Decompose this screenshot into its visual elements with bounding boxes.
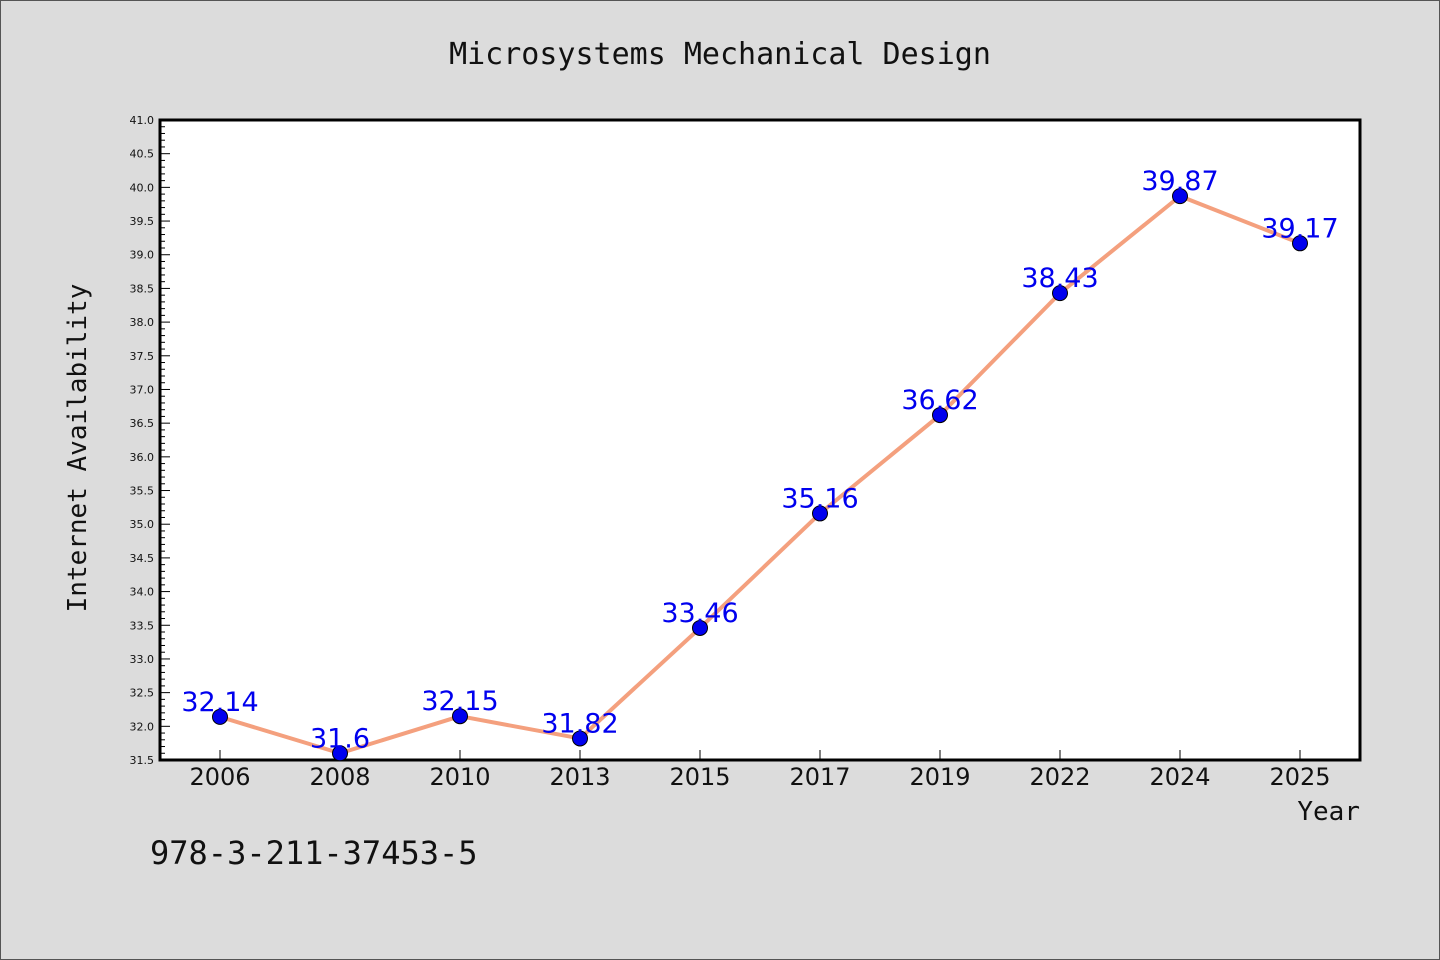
y-tick-label: 37.5 <box>130 350 155 363</box>
y-tick-label: 37.0 <box>130 383 155 396</box>
data-point <box>572 730 588 747</box>
data-point <box>1292 235 1308 252</box>
y-axis-label: Internet Availability <box>63 284 93 613</box>
y-tick-label: 32.0 <box>130 720 155 733</box>
y-tick-label: 38.5 <box>130 282 155 295</box>
y-tick-label: 32.5 <box>130 687 155 700</box>
y-tick-label: 33.0 <box>130 653 155 666</box>
x-tick-label: 2010 <box>429 763 490 791</box>
x-tick-label: 2019 <box>909 763 970 791</box>
series-line-group <box>219 194 1301 756</box>
x-tick-label: 2013 <box>549 763 610 791</box>
data-point <box>932 407 948 424</box>
isbn-text: 978-3-211-37453-5 <box>150 834 478 872</box>
data-point <box>332 745 348 762</box>
y-tick-label: 34.5 <box>130 552 155 565</box>
data-point <box>1172 188 1188 205</box>
y-tick-label: 39.5 <box>130 215 155 228</box>
x-tick-label: 2022 <box>1029 763 1090 791</box>
data-label: 39.17 <box>1261 213 1338 244</box>
data-label: 35.16 <box>781 483 858 514</box>
data-label: 32.14 <box>181 687 258 718</box>
x-tick-label: 2015 <box>669 763 730 791</box>
x-tick-label: 2024 <box>1149 763 1210 791</box>
y-tick-label: 38.0 <box>130 316 155 329</box>
y-tick-label: 39.0 <box>130 249 155 262</box>
y-tick-label: 34.0 <box>130 586 155 599</box>
y-tick-label: 36.0 <box>130 451 155 464</box>
data-label: 39.87 <box>1141 166 1218 197</box>
y-tick-label: 33.5 <box>130 619 155 632</box>
data-label: 33.46 <box>661 598 738 629</box>
data-point <box>452 708 468 725</box>
y-tick-label: 36.5 <box>130 417 155 430</box>
y-tick-label: 35.0 <box>130 518 155 531</box>
x-tick-label: 2025 <box>1269 763 1330 791</box>
x-axis-label: Year <box>1297 797 1360 827</box>
plot-border <box>158 118 1362 762</box>
x-axis-ticks: 2006 2008 2010 2013 2015 2017 2019 2022 2024 2025 <box>189 750 1331 791</box>
data-label: 36.62 <box>901 385 978 416</box>
data-labels-group: 32.14 31.6 32.15 31.82 33.46 35.16 36.62 38.43 3… <box>181 166 1338 754</box>
series-markers-group <box>212 188 1308 762</box>
y-tick-label: 40.5 <box>130 148 155 161</box>
data-point <box>212 708 228 725</box>
x-tick-label: 2017 <box>789 763 850 791</box>
y-axis-ticks: 31.5 32.0 32.5 33.0 33.5 34.0 34.5 35.0 35.5 36.0… <box>130 114 170 767</box>
series-line <box>219 194 1301 756</box>
plot-area <box>160 120 1360 760</box>
y-tick-label: 31.5 <box>130 754 155 767</box>
x-tick-label: 2008 <box>309 763 370 791</box>
data-label: 31.82 <box>541 708 618 739</box>
data-point <box>692 619 708 636</box>
x-tick-label: 2006 <box>189 763 250 791</box>
data-label: 32.15 <box>421 686 498 717</box>
y-tick-label: 40.0 <box>130 181 155 194</box>
y-tick-label: 41.0 <box>130 114 155 127</box>
y-tick-label: 35.5 <box>130 485 155 498</box>
data-label: 38.43 <box>1021 263 1098 294</box>
data-point <box>1052 285 1068 302</box>
data-label: 31.6 <box>310 723 370 754</box>
chart-title: Microsystems Mechanical Design <box>449 37 991 72</box>
data-point <box>812 505 828 522</box>
